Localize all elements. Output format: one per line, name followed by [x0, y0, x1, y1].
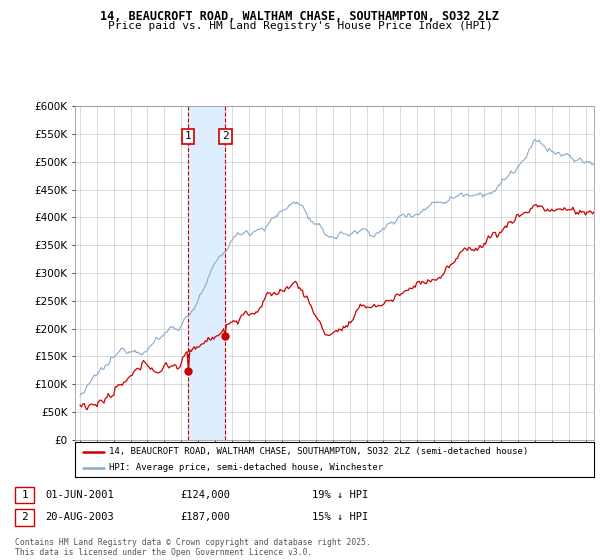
Text: 01-JUN-2001: 01-JUN-2001	[45, 490, 114, 500]
Text: 2: 2	[21, 512, 28, 522]
Text: 2: 2	[222, 132, 229, 141]
Text: £187,000: £187,000	[180, 512, 230, 522]
Text: HPI: Average price, semi-detached house, Winchester: HPI: Average price, semi-detached house,…	[109, 463, 383, 472]
Bar	[188, 106, 226, 440]
Text: Contains HM Land Registry data © Crown copyright and database right 2025.
This d: Contains HM Land Registry data © Crown c…	[15, 538, 371, 557]
Text: 20-AUG-2003: 20-AUG-2003	[45, 512, 114, 522]
Text: Price paid vs. HM Land Registry's House Price Index (HPI): Price paid vs. HM Land Registry's House …	[107, 21, 493, 31]
Text: 19% ↓ HPI: 19% ↓ HPI	[312, 490, 368, 500]
Text: 1: 1	[21, 490, 28, 500]
Text: 14, BEAUCROFT ROAD, WALTHAM CHASE, SOUTHAMPTON, SO32 2LZ: 14, BEAUCROFT ROAD, WALTHAM CHASE, SOUTH…	[101, 10, 499, 23]
Text: £124,000: £124,000	[180, 490, 230, 500]
Text: 1: 1	[185, 132, 191, 141]
Text: 15% ↓ HPI: 15% ↓ HPI	[312, 512, 368, 522]
Text: 14, BEAUCROFT ROAD, WALTHAM CHASE, SOUTHAMPTON, SO32 2LZ (semi-detached house): 14, BEAUCROFT ROAD, WALTHAM CHASE, SOUTH…	[109, 447, 528, 456]
